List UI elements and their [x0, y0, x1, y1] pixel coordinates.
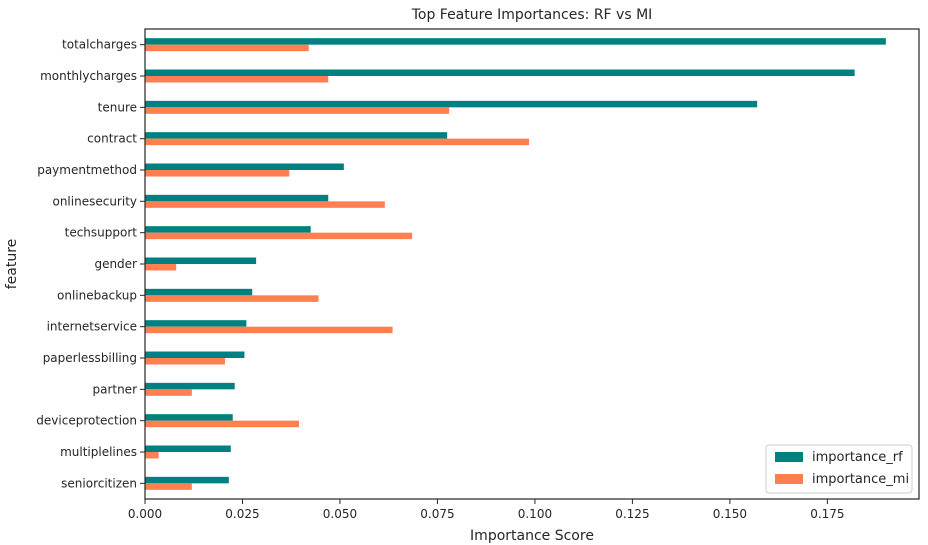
bar-onlinebackup-mi: [145, 295, 319, 302]
legend-swatch-rf: [775, 452, 803, 462]
chart-title: Top Feature Importances: RF vs MI: [411, 7, 653, 23]
legend: importance_rf importance_mi: [765, 444, 913, 494]
y-tick-label-internetservice: internetservice: [47, 320, 137, 334]
x-tick-label: 0.050: [323, 507, 357, 521]
bar-seniorcitizen-rf: [145, 476, 229, 484]
x-tick-label: 0.150: [713, 507, 747, 521]
bar-paymentmethod-rf: [145, 163, 344, 170]
bar-techsupport-rf: [145, 226, 311, 233]
x-tick-label: 0.025: [225, 507, 259, 521]
bars-layer: [145, 38, 886, 490]
y-tick-label-partner: partner: [92, 382, 137, 396]
y-tick-label-seniorcitizen: seniorcitizen: [61, 476, 137, 490]
y-tick-label-tenure: tenure: [98, 100, 137, 114]
bar-multiplelines-rf: [145, 445, 231, 452]
x-axis-ticks: 0.000 0.025 0.050 0.075 0.100 0.125 0.150 0.175: [128, 499, 845, 521]
bar-paperlessbilling-mi: [145, 358, 225, 365]
bar-techsupport-mi: [145, 232, 413, 240]
plot-frame: [144, 28, 920, 500]
legend-label-mi: importance_mi: [812, 472, 909, 487]
bar-totalcharges-rf: [145, 38, 886, 45]
y-tick-label-totalcharges: totalcharges: [62, 38, 137, 52]
y-tick-label-onlinebackup: onlinebackup: [57, 288, 137, 302]
bar-deviceprotection-rf: [145, 414, 233, 421]
y-tick-label-deviceprotection: deviceprotection: [36, 414, 137, 428]
bar-multiplelines-mi: [145, 452, 159, 459]
x-axis-label: Importance Score: [470, 528, 594, 544]
bar-contract-rf: [145, 132, 448, 139]
x-tick-label: 0.000: [128, 507, 162, 521]
y-tick-label-paperlessbilling: paperlessbilling: [43, 351, 137, 365]
x-tick-label: 0.125: [615, 507, 649, 521]
bar-onlinebackup-rf: [145, 288, 253, 296]
bar-partner-mi: [145, 389, 192, 396]
x-tick-label: 0.075: [420, 507, 454, 521]
bar-monthlycharges-rf: [145, 69, 855, 76]
bar-gender-mi: [145, 264, 177, 271]
y-tick-label-techsupport: techsupport: [65, 226, 138, 240]
bar-onlinesecurity-rf: [145, 194, 329, 202]
legend-label-rf: importance_rf: [812, 450, 903, 465]
y-tick-label-contract: contract: [87, 132, 137, 146]
y-tick-label-multiplelines: multiplelines: [60, 445, 137, 459]
bar-internetservice-rf: [145, 320, 247, 327]
y-tick-label-paymentmethod: paymentmethod: [37, 163, 137, 177]
bar-contract-mi: [145, 138, 530, 146]
y-axis-label: feature: [4, 239, 20, 290]
y-tick-label-gender: gender: [94, 257, 137, 271]
legend-swatch-mi: [775, 474, 803, 484]
y-tick-label-monthlycharges: monthlycharges: [40, 69, 137, 83]
bar-monthlycharges-mi: [145, 76, 329, 83]
x-tick-label: 0.100: [518, 507, 552, 521]
y-tick-label-onlinesecurity: onlinesecurity: [52, 194, 137, 208]
bar-paymentmethod-mi: [145, 170, 290, 177]
bar-onlinesecurity-mi: [145, 201, 385, 208]
bar-seniorcitizen-mi: [145, 483, 192, 490]
bar-internetservice-mi: [145, 326, 393, 334]
bar-tenure-mi: [145, 107, 450, 114]
bar-totalcharges-mi: [145, 44, 309, 52]
bar-tenure-rf: [145, 100, 758, 108]
bar-gender-rf: [145, 257, 257, 264]
x-tick-label: 0.175: [810, 507, 844, 521]
y-axis-ticks: totalcharges monthlycharges tenure contract…: [36, 38, 145, 490]
bar-paperlessbilling-rf: [145, 351, 245, 358]
bar-partner-rf: [145, 382, 235, 390]
bar-deviceprotection-mi: [145, 420, 300, 428]
